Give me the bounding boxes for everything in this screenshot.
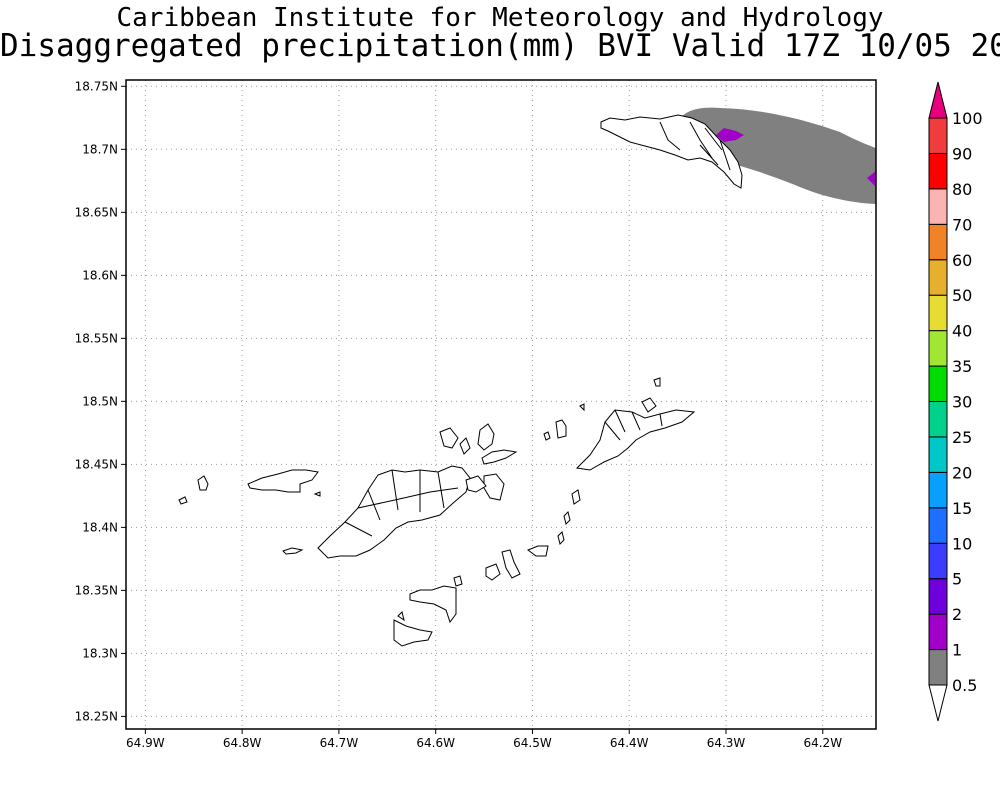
- colorbar-label: 20: [952, 463, 972, 482]
- colorbar-swatch: [928, 649, 948, 686]
- colorbar-swatch: [928, 542, 948, 580]
- map-grid: [126, 80, 876, 729]
- institute-title: Caribbean Institute for Meteorology and …: [116, 3, 884, 33]
- colorbar-label: 1: [952, 641, 962, 660]
- island-peter: [409, 585, 457, 624]
- colorbar-label: 70: [952, 215, 972, 234]
- colorbar-label: 25: [952, 428, 972, 447]
- colorbar-swatch: [928, 613, 948, 651]
- colorbar-label: 2: [952, 605, 962, 624]
- colorbar-swatch: [928, 259, 948, 296]
- lon-tick-label: 64.8W: [223, 736, 262, 750]
- colorbar-swatch: [928, 188, 948, 225]
- colorbar-swatch: [928, 507, 948, 544]
- colorbar-swatch: [928, 365, 948, 402]
- island-coastlines: [178, 114, 743, 647]
- lon-tick-label: 64.7W: [320, 736, 359, 750]
- map-title: Disaggregated precipitation(mm) BVI Vali…: [0, 28, 1000, 64]
- island-norman: [393, 619, 433, 647]
- colorbar-label: 35: [952, 357, 972, 376]
- colorbar-swatch: [928, 471, 948, 509]
- colorbar-swatch: [928, 401, 948, 438]
- lat-tick-label: 18.75N: [75, 79, 118, 93]
- latitude-axis: 18.25N 18.3N 18.35N 18.4N 18.45N 18.5N 18.55N 1…: [75, 79, 126, 723]
- lon-tick-label: 64.4W: [610, 736, 649, 750]
- lat-tick-label: 18.25N: [75, 709, 118, 723]
- colorbar-label: 0.5: [952, 676, 977, 695]
- lat-tick-label: 18.35N: [75, 583, 118, 597]
- lat-tick-label: 18.5N: [82, 394, 118, 408]
- colorbar-swatch: [928, 117, 948, 154]
- colorbar-swatch: [928, 330, 948, 367]
- island-anegada: [600, 114, 743, 189]
- lon-tick-label: 64.9W: [126, 736, 165, 750]
- colorbar-label: 90: [952, 144, 972, 163]
- colorbar-label: 40: [952, 322, 972, 341]
- colorbar-swatch: [928, 578, 948, 615]
- lat-tick-label: 18.4N: [82, 520, 118, 534]
- colorbar-label: 60: [952, 251, 972, 270]
- longitude-axis: 64.9W 64.8W 64.7W 64.6W 64.5W 64.4W 64.3W 64.2W: [126, 729, 842, 750]
- colorbar-over-triangle: [928, 81, 948, 119]
- colorbar-swatch: [928, 152, 948, 190]
- colorbar-swatch: [928, 294, 948, 332]
- lat-tick-label: 18.7N: [82, 142, 118, 156]
- lon-tick-label: 64.6W: [416, 736, 455, 750]
- lat-tick-label: 18.3N: [82, 646, 118, 660]
- colorbar-label: 10: [952, 534, 972, 553]
- lon-tick-label: 64.2W: [803, 736, 842, 750]
- lat-tick-label: 18.55N: [75, 331, 118, 345]
- lat-tick-label: 18.45N: [75, 457, 118, 471]
- precip-spot-purple: [716, 128, 876, 187]
- lon-tick-label: 64.5W: [513, 736, 552, 750]
- colorbar-swatch: [928, 223, 948, 261]
- colorbar-label: 15: [952, 499, 972, 518]
- island-jost-van-dyke: [247, 469, 319, 493]
- lon-tick-label: 64.3W: [707, 736, 746, 750]
- colorbar-under-triangle: [928, 684, 948, 722]
- lat-tick-label: 18.65N: [75, 205, 118, 219]
- colorbar-label: 50: [952, 286, 972, 305]
- map-frame: [125, 79, 877, 730]
- lat-tick-label: 18.6N: [82, 268, 118, 282]
- colorbar-label: 5: [952, 570, 962, 589]
- colorbar-label: 100: [952, 109, 983, 128]
- colorbar-label: 80: [952, 180, 972, 199]
- colorbar-swatch: [928, 436, 948, 473]
- colorbar-label: 30: [952, 393, 972, 412]
